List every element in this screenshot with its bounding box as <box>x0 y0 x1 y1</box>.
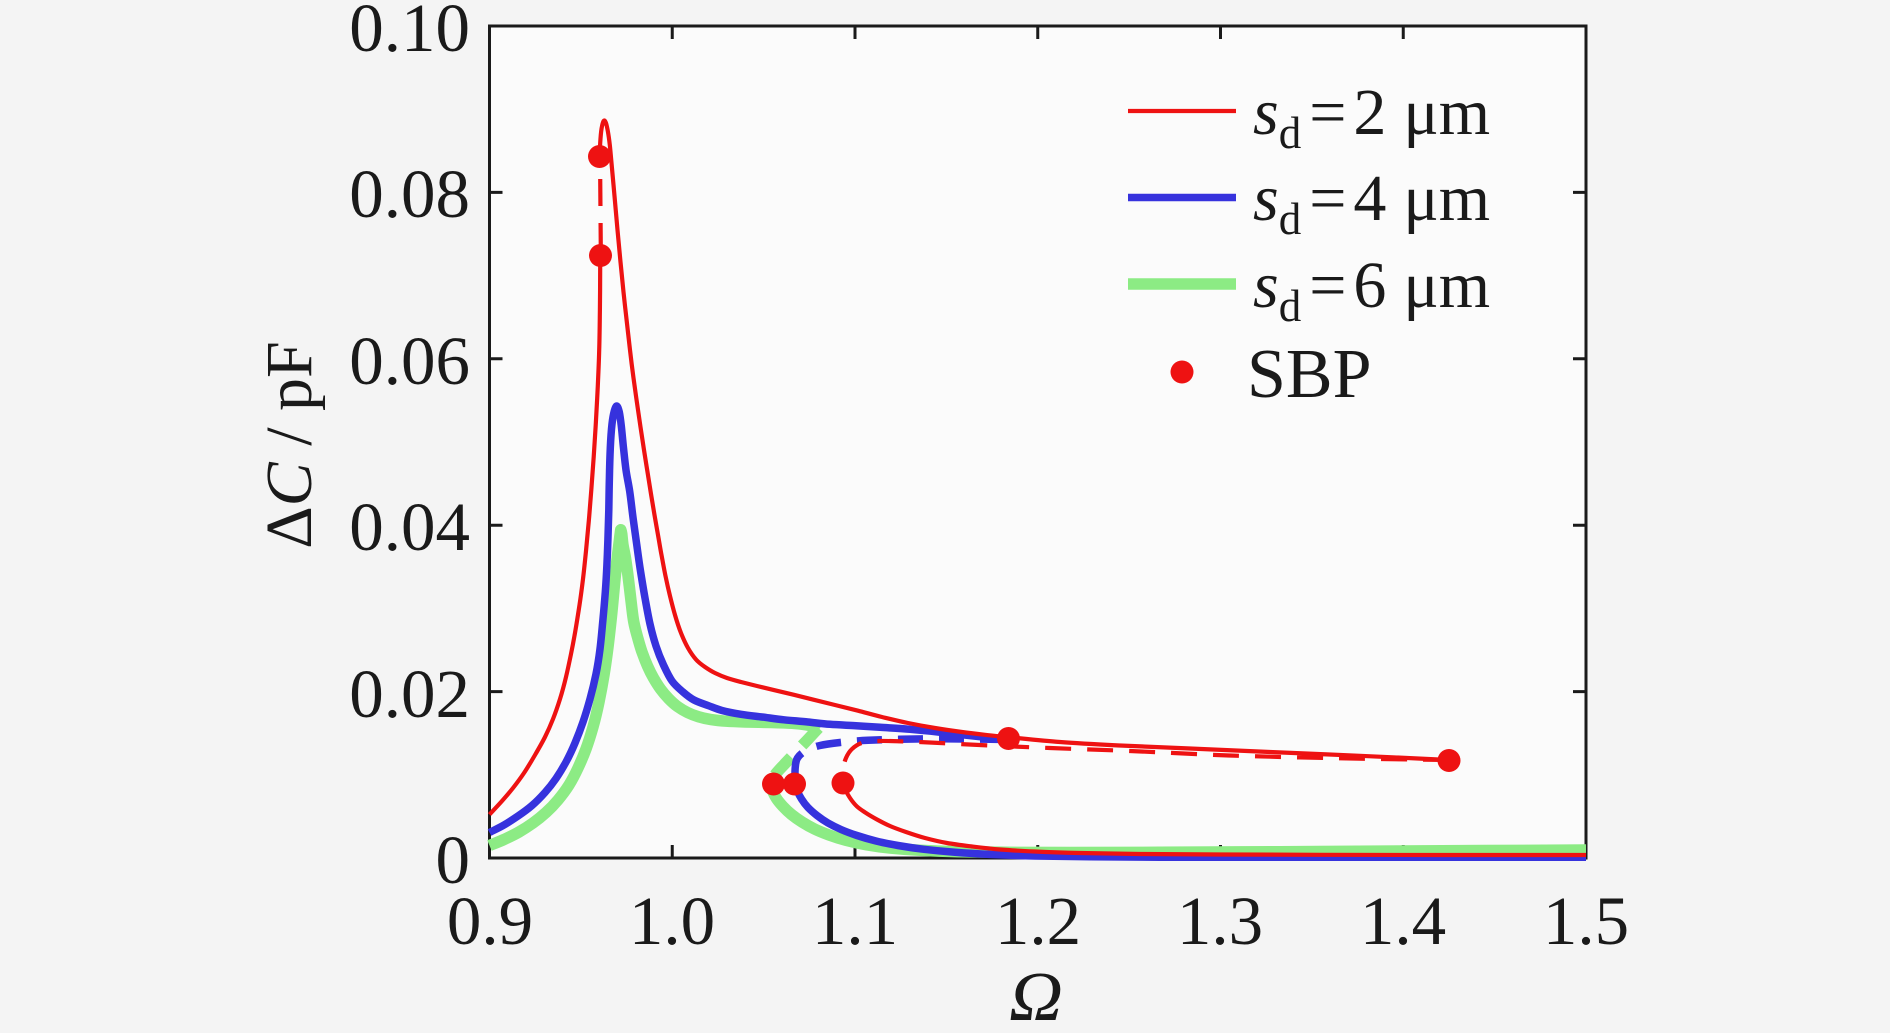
svg-text:1.3: 1.3 <box>1177 883 1263 959</box>
svg-text:0.04: 0.04 <box>349 489 470 565</box>
svg-text:0.10: 0.10 <box>349 0 470 66</box>
svg-text:sd=6μm: sd = 6 μm <box>1253 249 1490 331</box>
svg-text:1.5: 1.5 <box>1543 883 1629 959</box>
svg-text:0: 0 <box>436 822 471 898</box>
svg-text:0.9: 0.9 <box>447 883 533 959</box>
svg-text:1.2: 1.2 <box>995 883 1081 959</box>
svg-text:1.0: 1.0 <box>629 883 715 959</box>
svg-text:1.1: 1.1 <box>812 883 898 959</box>
svg-text:Ω: Ω <box>1009 959 1063 1028</box>
svg-text:1.4: 1.4 <box>1360 883 1446 959</box>
svg-text:sd=2μm: sd = 2 μm <box>1253 76 1490 158</box>
svg-text:0.08: 0.08 <box>349 156 470 232</box>
svg-text:0.06: 0.06 <box>349 323 470 399</box>
svg-text:SBP: SBP <box>1247 336 1372 413</box>
svg-text:sd=4μm: sd = 4 μm <box>1253 162 1490 244</box>
svg-text:ΔC / pF: ΔC / pF <box>253 341 326 549</box>
svg-text:0.02: 0.02 <box>349 656 470 732</box>
